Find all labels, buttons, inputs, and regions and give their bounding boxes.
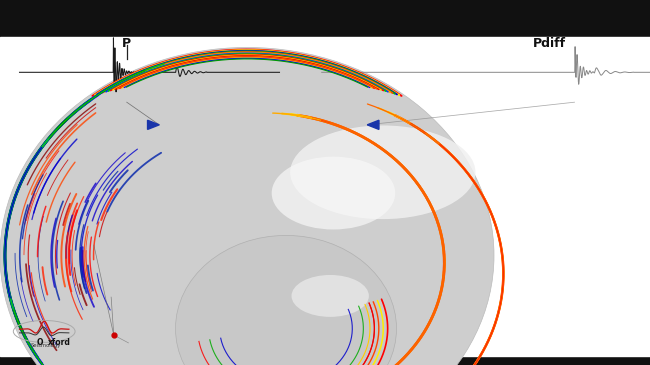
Polygon shape xyxy=(367,120,379,130)
Ellipse shape xyxy=(291,275,369,317)
Bar xyxy=(0,36,650,356)
Text: P: P xyxy=(122,37,131,50)
Text: xford: xford xyxy=(48,338,71,347)
Ellipse shape xyxy=(272,157,395,230)
Bar xyxy=(0,356,650,365)
Ellipse shape xyxy=(290,126,475,219)
Bar xyxy=(0,0,650,36)
Polygon shape xyxy=(148,120,159,130)
Ellipse shape xyxy=(0,47,494,365)
Text: Seismology: Seismology xyxy=(31,343,60,349)
Ellipse shape xyxy=(176,235,396,365)
Text: Pdiff: Pdiff xyxy=(533,37,566,50)
Text: O: O xyxy=(36,338,43,347)
